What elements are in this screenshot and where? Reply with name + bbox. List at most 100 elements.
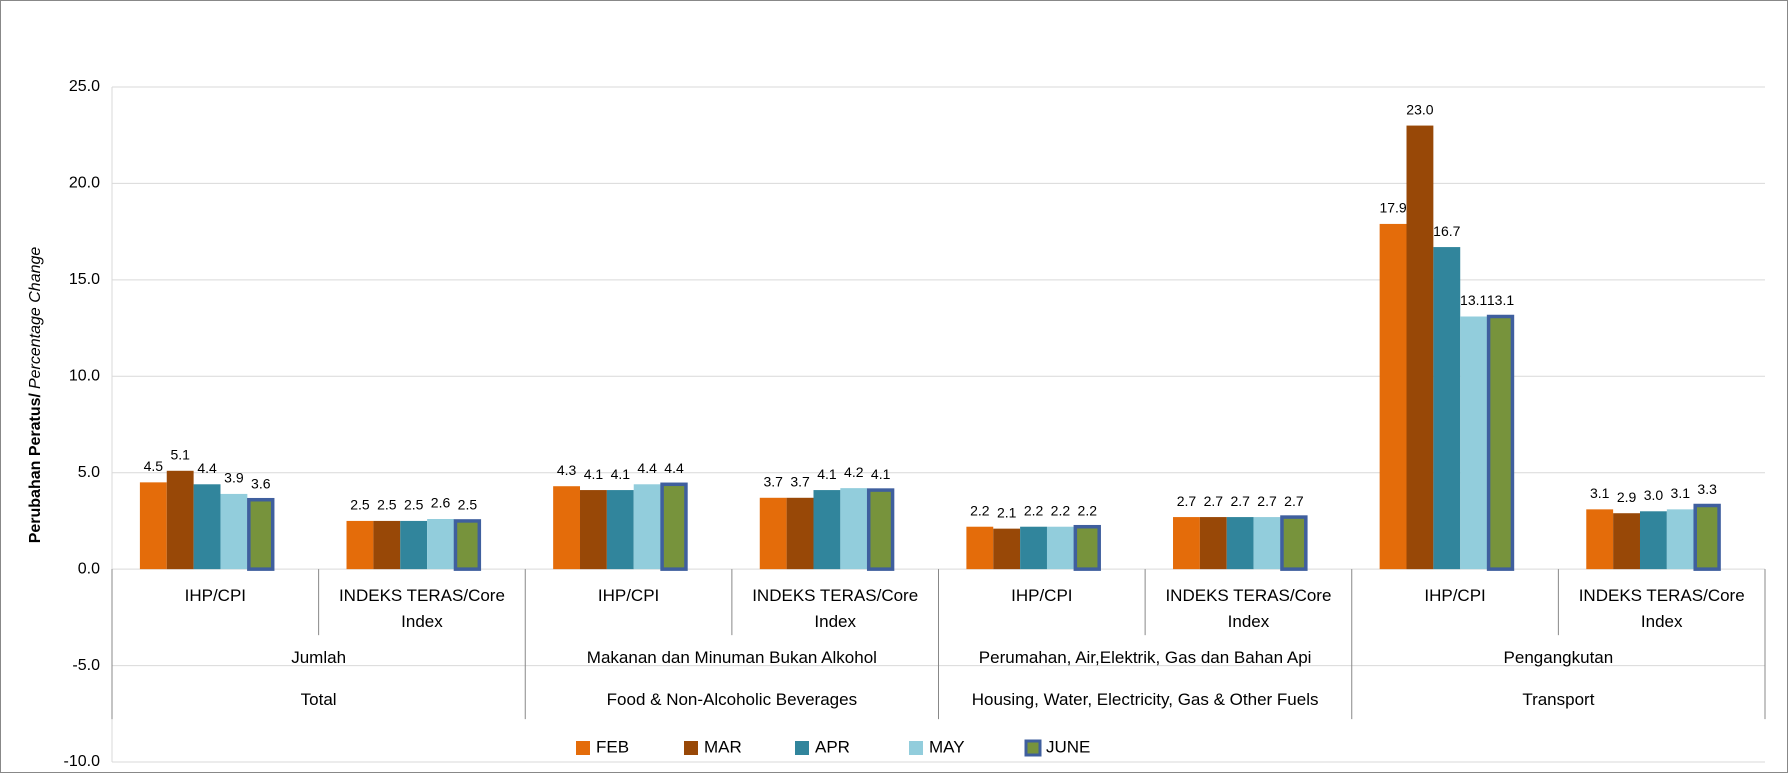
data-label: 4.4: [664, 460, 684, 476]
legend-swatch: [1024, 739, 1042, 757]
bar: [553, 486, 581, 570]
group-label: Perumahan, Air,Elektrik, Gas dan Bahan A…: [978, 648, 1312, 668]
x-tick-label: IHP/CPI: [1011, 586, 1073, 606]
legend-label: FEB: [596, 737, 629, 756]
bar: [866, 488, 895, 571]
data-label: 3.0: [1644, 487, 1664, 503]
data-label: 4.4: [197, 460, 217, 476]
data-label: 2.1: [997, 504, 1017, 520]
bar: [840, 488, 868, 570]
y-axis-label-ms: Perubahan Peratus/: [27, 392, 44, 543]
data-label: 3.7: [790, 473, 810, 489]
data-label: 4.1: [584, 466, 604, 482]
legend-label: JUNE: [1046, 737, 1090, 756]
bar: [1073, 524, 1101, 571]
x-tick-label: INDEKS TERAS/Core Index: [752, 586, 919, 632]
bar: [759, 497, 787, 570]
data-label: 4.3: [557, 462, 577, 478]
data-label: 2.5: [350, 497, 370, 513]
data-label: 13.1: [1487, 292, 1514, 308]
data-label: 4.2: [844, 464, 864, 480]
y-tick-label: 0.0: [78, 560, 100, 577]
group-label: Makanan dan Minuman Bukan Alkohol: [586, 648, 877, 668]
bar: [966, 526, 994, 570]
bar: [1199, 517, 1227, 570]
data-label: 17.9: [1379, 200, 1406, 216]
bar: [1666, 509, 1694, 570]
data-label: 4.1: [871, 466, 891, 482]
bar: [580, 490, 607, 570]
data-label: 13.1: [1460, 292, 1487, 308]
data-label: 2.2: [1078, 502, 1098, 518]
data-label: 2.7: [1230, 493, 1250, 509]
data-label: 2.5: [458, 497, 478, 513]
data-label: 2.7: [1257, 493, 1277, 509]
data-label: 3.6: [251, 475, 271, 491]
x-tick-label: INDEKS TERAS/Core Index: [1165, 586, 1332, 632]
data-label: 2.7: [1177, 493, 1197, 509]
x-tick-label: IHP/CPI: [184, 586, 247, 606]
legend-swatch: [684, 741, 698, 755]
data-label: 2.2: [1024, 502, 1044, 518]
bar: [1639, 511, 1667, 570]
group-label-en: Total: [300, 690, 337, 710]
bar: [1253, 517, 1281, 570]
bar: [247, 497, 275, 571]
legend-label: APR: [815, 737, 850, 756]
data-label: 4.1: [817, 466, 837, 482]
data-label: 5.1: [170, 446, 190, 462]
data-label: 2.5: [404, 497, 424, 513]
bar: [633, 484, 661, 570]
bar: [1433, 247, 1461, 570]
bar: [1173, 517, 1200, 570]
legend-swatch: [909, 741, 923, 755]
legend-swatch: [795, 741, 809, 755]
data-label: 23.0: [1406, 101, 1433, 117]
bar: [1379, 223, 1407, 570]
data-label: 2.7: [1284, 493, 1304, 509]
data-label: 2.6: [431, 495, 451, 511]
bar: [1020, 526, 1047, 570]
y-tick-label: 5.0: [78, 464, 100, 481]
legend-swatch: [576, 741, 590, 755]
data-label: 2.2: [1051, 502, 1071, 518]
group-label-en: Food & Non-Alcoholic Beverages: [606, 690, 858, 710]
y-tick-label: -5.0: [72, 657, 100, 674]
bar: [660, 482, 688, 571]
bar: [400, 520, 428, 570]
y-tick-label: -10.0: [64, 753, 101, 770]
data-label: 3.7: [763, 473, 783, 489]
bar: [1486, 314, 1515, 571]
bar: [786, 497, 814, 570]
data-label: 4.5: [144, 458, 164, 474]
bar: [993, 528, 1021, 570]
data-label: 16.7: [1433, 223, 1460, 239]
data-label: 2.7: [1204, 493, 1224, 509]
bar: [166, 470, 194, 570]
x-tick-label: INDEKS TERAS/Core Index: [1578, 586, 1745, 632]
data-label: 3.1: [1671, 485, 1691, 501]
y-tick-label: 15.0: [69, 271, 100, 288]
y-tick-label: 20.0: [69, 175, 100, 192]
bar: [813, 490, 841, 570]
bar: [373, 520, 401, 570]
bar: [1046, 526, 1074, 570]
bar: [1613, 513, 1640, 570]
y-tick-label: 10.0: [69, 368, 100, 385]
bar: [453, 519, 482, 571]
group-label: Pengangkutan: [1503, 648, 1614, 668]
data-label: 2.2: [970, 502, 990, 518]
bar: [1406, 125, 1434, 570]
y-tick-label: 25.0: [69, 78, 100, 95]
bar: [1280, 515, 1308, 571]
bar: [220, 493, 248, 570]
x-tick-label: INDEKS TERAS/Core Index: [338, 586, 505, 632]
data-label: 3.3: [1697, 481, 1717, 497]
group-label: Jumlah: [291, 648, 347, 668]
legend-label: MAY: [929, 737, 965, 756]
data-label: 4.1: [611, 466, 631, 482]
bar: [346, 520, 374, 570]
x-tick-label: IHP/CPI: [597, 586, 660, 606]
